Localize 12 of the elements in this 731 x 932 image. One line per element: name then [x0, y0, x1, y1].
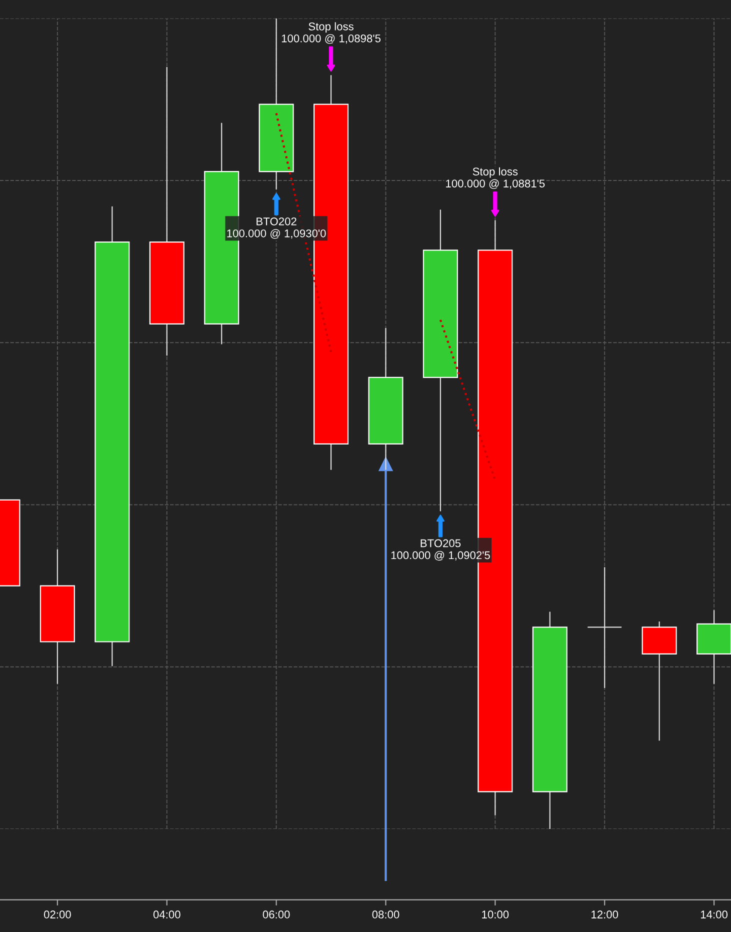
annotation: BTO205 100.000 @ 1,0902'5 [391, 539, 490, 561]
x-tick-label: 10:00 [482, 910, 509, 918]
annotation: Stop loss 100.000 @ 1,0881'5 [446, 167, 545, 189]
candlestick [587, 566, 622, 689]
x-tick-label: 14:00 [700, 910, 728, 918]
x-tick-label: 04:00 [153, 910, 180, 918]
x-tick-label: 02:00 [44, 910, 71, 918]
x-tick-label: 12:00 [592, 910, 618, 918]
x-tick-label: 08:00 [372, 910, 400, 918]
annotation: BTO202 100.000 @ 1,0930'0 [227, 217, 326, 239]
x-tick-label: 06:00 [262, 910, 290, 918]
annotation: Stop loss 100.000 @ 1,0898'5 [282, 22, 381, 44]
